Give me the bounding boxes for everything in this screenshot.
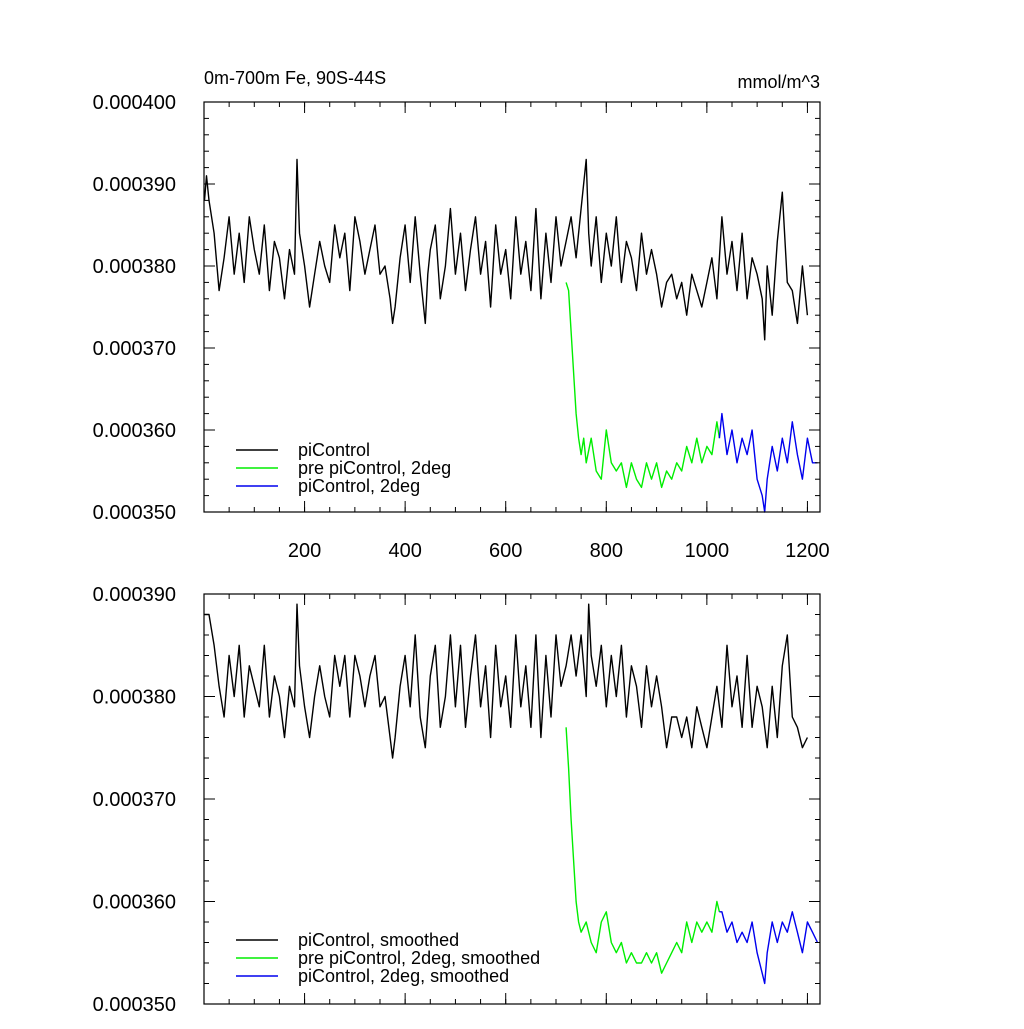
y-tick-label: 0.000350 — [93, 994, 176, 1016]
series-line-2 — [565, 727, 721, 974]
x-tick-label: 400 — [388, 540, 421, 562]
x-tick-label: 1000 — [685, 540, 730, 562]
legend-label: piControl, smoothed — [298, 930, 459, 950]
y-tick-label: 0.000390 — [93, 584, 176, 606]
series-line-1 — [203, 158, 809, 341]
y-tick-label: 0.000370 — [93, 338, 176, 360]
y-tick-label: 0.000370 — [93, 789, 176, 811]
y-tick-label: 0.000360 — [93, 420, 176, 442]
legend-label: piControl — [298, 440, 370, 460]
x-tick-label: 1200 — [785, 540, 830, 562]
chart-panel-bottom: 0.000350 0.000360 0.000370 0.000380 0.000390… — [93, 584, 821, 1016]
plot-frame — [203, 101, 821, 513]
x-tick-label: 800 — [590, 540, 623, 562]
y-tick-label: 0.000380 — [93, 256, 176, 278]
y-tick-label: 0.000400 — [93, 92, 176, 114]
series-line-1 — [204, 603, 809, 759]
x-tick-label: 600 — [489, 540, 522, 562]
y-tick-label: 0.000380 — [93, 687, 176, 709]
legend-label: piControl, 2deg — [298, 476, 420, 496]
series-line-2 — [565, 282, 721, 489]
legend-label: pre piControl, 2deg, smoothed — [298, 948, 540, 968]
series-line-3 — [718, 412, 818, 513]
legend-label: pre piControl, 2deg — [298, 458, 451, 478]
chart-title: 0m-700m Fe, 90S-44S — [204, 68, 386, 88]
units-label: mmol/m^3 — [738, 72, 820, 92]
legend-label: piControl, 2deg, smoothed — [298, 966, 509, 986]
chart-panel-top: 0.000350 0.000360 0.000370 0.000380 0.000390… — [93, 68, 830, 562]
series-line-3 — [719, 911, 819, 985]
y-tick-label: 0.000350 — [93, 502, 176, 524]
y-tick-label: 0.000360 — [93, 892, 176, 914]
x-tick-label: 200 — [288, 540, 321, 562]
y-tick-label: 0.000390 — [93, 174, 176, 196]
